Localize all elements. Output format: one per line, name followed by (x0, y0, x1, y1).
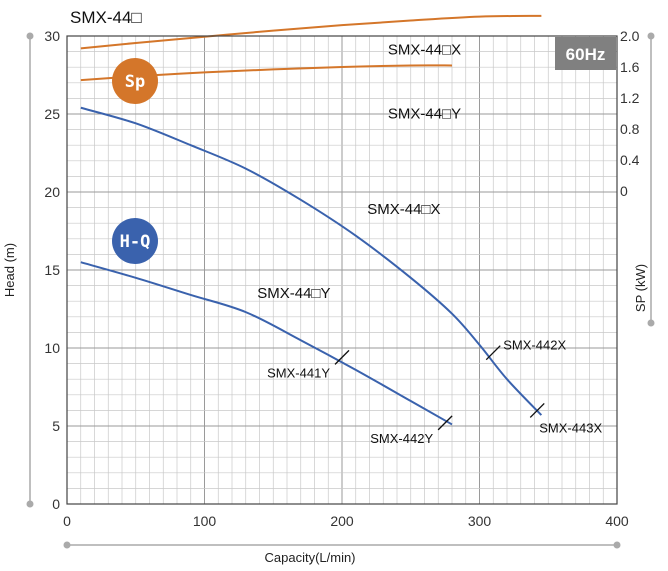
y-axis-label: Head (m) (2, 243, 17, 297)
grid (66, 35, 618, 505)
ticks: 0 100 200 300 40005101520253000.40.81.21.62.… (44, 28, 639, 529)
hq-badge: H-Q (112, 218, 158, 264)
x-tick-label: 200 (330, 513, 354, 529)
y2-tick-label: 1.2 (620, 90, 640, 106)
operating-point-label: SMX-442X (503, 338, 566, 353)
x-tick-label: 300 (468, 513, 492, 529)
curve-label: SMX-44□Y (388, 106, 461, 123)
y-tick-label: 5 (52, 418, 60, 434)
plot-frame (66, 35, 618, 505)
y2-tick-label: 2.0 (620, 28, 640, 44)
operating-point-mark (529, 402, 545, 418)
operating-point-label: SMX-442Y (370, 431, 433, 446)
y2-tick-label: 0 (620, 183, 628, 199)
y2-tick-label: 0.8 (620, 121, 640, 137)
y-tick-label: 20 (44, 184, 60, 200)
y2-tick-label: 1.6 (620, 59, 640, 75)
hq-badge-label: H-Q (120, 232, 151, 252)
sp-badge: Sp (112, 58, 158, 104)
y-tick-label: 0 (52, 496, 60, 512)
chart-title: SMX-44□ (70, 8, 142, 27)
y2-tick-label: 0.4 (620, 152, 640, 168)
labels: SMX-44□X SMX-44□Y SMX-44□X SMX-44□Y SMX-441Y… (257, 42, 602, 446)
sp-badge-label: Sp (125, 72, 145, 92)
x-tick-label: 0 (63, 513, 71, 529)
y-tick-label: 10 (44, 340, 60, 356)
frequency-badge: 60Hz (555, 37, 616, 70)
curve-label: SMX-44□X (388, 42, 461, 59)
y-tick-label: 15 (44, 262, 60, 278)
sp-curve-2 (80, 14, 542, 50)
x-axis-label: Capacity(L/min) (264, 550, 355, 565)
frequency-label: 60Hz (566, 45, 606, 64)
curve-label: SMX-44□X (367, 201, 440, 218)
hq-curve-0 (80, 106, 543, 416)
x-tick-label: 400 (605, 513, 629, 529)
operating-point-mark (485, 345, 501, 361)
operating-point-label: SMX-441Y (267, 365, 330, 380)
axis-span-bars (26, 32, 655, 549)
hq-curve-1 (80, 261, 453, 426)
operating-point-label: SMX-443X (539, 420, 602, 435)
y-tick-label: 30 (44, 28, 60, 44)
y2-axis-label: SP (kW) (633, 264, 648, 312)
operating-point-mark (334, 349, 350, 365)
curve-label: SMX-44□Y (257, 285, 330, 302)
operating-point-mark (437, 415, 453, 431)
x-tick-label: 100 (193, 513, 217, 529)
y-tick-label: 25 (44, 106, 60, 122)
